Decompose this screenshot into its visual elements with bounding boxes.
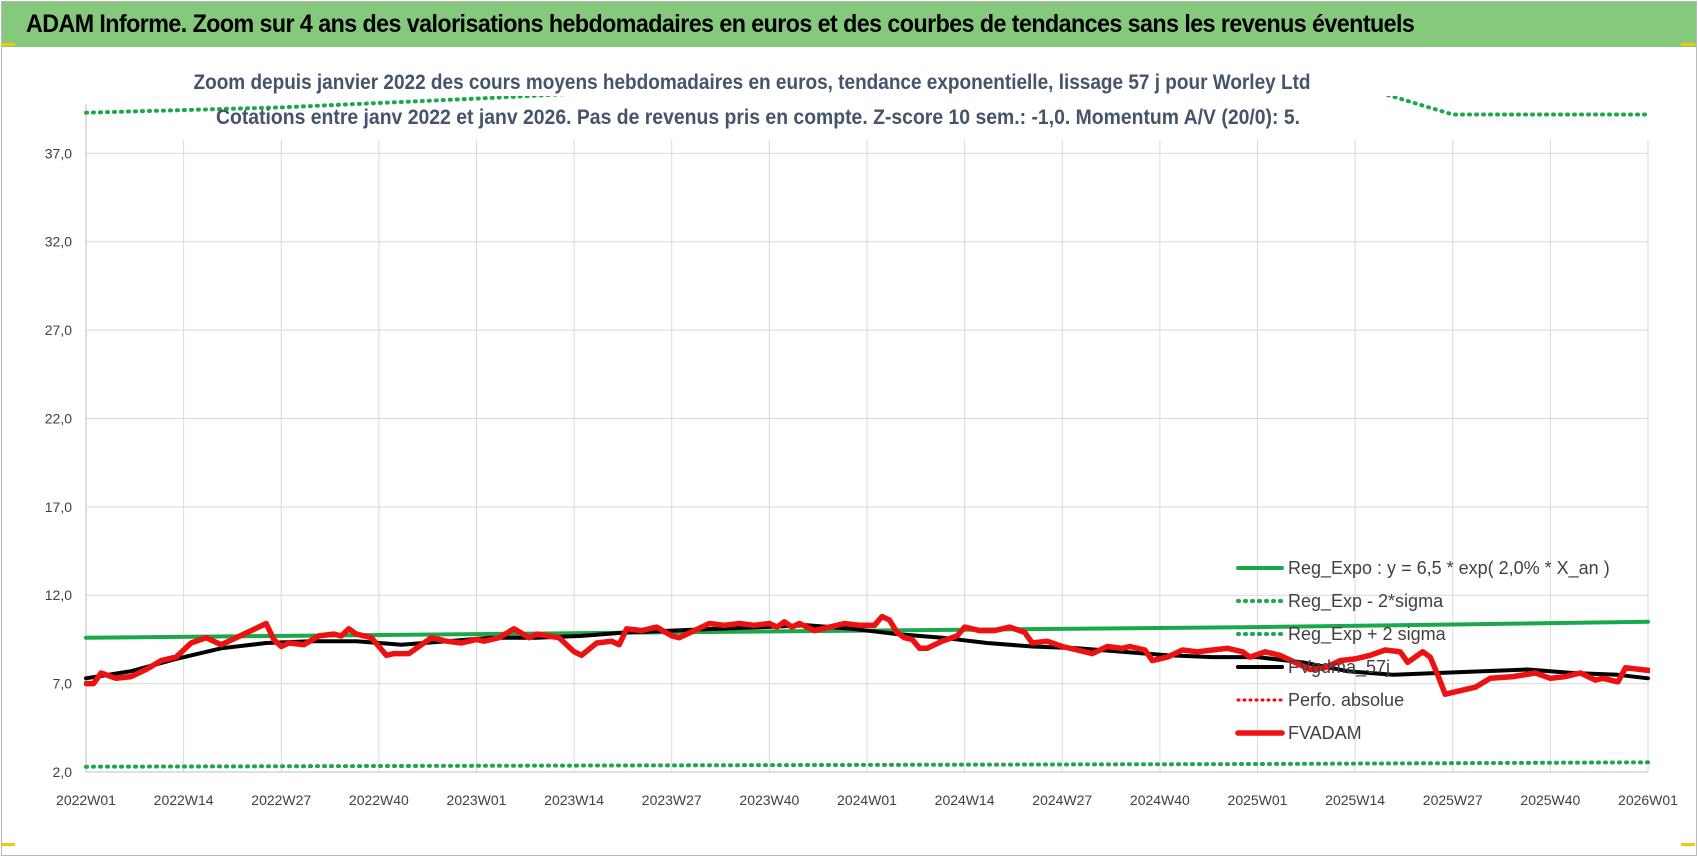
x-tick-label: 2024W14 bbox=[935, 792, 995, 808]
series-line-solid-thick-red bbox=[84, 613, 1650, 697]
x-tick-label: 2022W01 bbox=[56, 792, 116, 808]
x-tick-label: 2023W40 bbox=[739, 792, 799, 808]
x-axis: 2022W01 2022W14 2022W27 2022W40 2023W01 2023W… bbox=[56, 771, 1678, 808]
y-tick-label: 22,0 bbox=[45, 410, 72, 426]
corner-mark-right bbox=[1681, 43, 1695, 46]
y-tick-label: 27,0 bbox=[45, 322, 72, 338]
chart-subtitle: Cotations entre janv 2022 et janv 2026. … bbox=[216, 106, 1300, 129]
series-line-dotted bbox=[84, 96, 1650, 117]
x-tick-label: 2025W01 bbox=[1228, 792, 1288, 808]
y-axis: 2,0 7,0 12,0 17,0 22,0 27,0 32,0 37,0 bbox=[45, 104, 87, 780]
legend-label: Perfo. absolue bbox=[1288, 690, 1404, 710]
legend-label: FVADAM bbox=[1288, 723, 1362, 743]
y-tick-label: 17,0 bbox=[45, 499, 72, 515]
x-tick-label: 2023W14 bbox=[544, 792, 604, 808]
y-tick-label: 2,0 bbox=[53, 764, 73, 780]
y-tick-label: 7,0 bbox=[53, 676, 73, 692]
x-tick-label: 2025W40 bbox=[1520, 792, 1580, 808]
legend-label: Reg_Exp + 2 sigma bbox=[1288, 624, 1447, 645]
series-line-dotted bbox=[84, 760, 1650, 769]
chart-title: Zoom depuis janvier 2022 des cours moyen… bbox=[194, 71, 1311, 94]
header-banner: ADAM Informe. Zoom sur 4 ans des valoris… bbox=[2, 2, 1696, 47]
legend-label: Reg_Exp - 2*sigma bbox=[1288, 591, 1444, 612]
series-line-solid bbox=[84, 623, 1650, 681]
corner-mark-left bbox=[1, 43, 15, 46]
x-tick-label: 2022W14 bbox=[154, 792, 214, 808]
x-tick-label: 2022W27 bbox=[251, 792, 311, 808]
y-tick-label: 37,0 bbox=[45, 145, 72, 161]
corner-mark-bottom-right bbox=[1681, 843, 1695, 846]
y-tick-label: 32,0 bbox=[45, 234, 72, 250]
x-tick-label: 2024W40 bbox=[1130, 792, 1190, 808]
legend-label: FVgdma_57j bbox=[1288, 657, 1390, 678]
x-tick-label: 2023W27 bbox=[642, 792, 702, 808]
x-tick-label: 2025W27 bbox=[1423, 792, 1483, 808]
x-tick-label: 2024W27 bbox=[1032, 792, 1092, 808]
page-title: ADAM Informe. Zoom sur 4 ans des valoris… bbox=[26, 10, 1415, 38]
x-tick-label: 2024W01 bbox=[837, 792, 897, 808]
x-tick-label: 2022W40 bbox=[349, 792, 409, 808]
x-tick-label: 2026W01 bbox=[1618, 792, 1678, 808]
y-tick-label: 12,0 bbox=[45, 587, 72, 603]
x-tick-label: 2023W01 bbox=[447, 792, 507, 808]
legend: Reg_Expo : y = 6,5 * exp( 2,0% * X_an ) R… bbox=[1235, 558, 1610, 743]
x-tick-label: 2025W14 bbox=[1325, 792, 1385, 808]
series-group bbox=[84, 96, 1650, 769]
legend-label: Reg_Expo : y = 6,5 * exp( 2,0% * X_an ) bbox=[1288, 558, 1610, 579]
corner-mark-bottom-left bbox=[1, 843, 15, 846]
chart-grid bbox=[85, 140, 1649, 773]
